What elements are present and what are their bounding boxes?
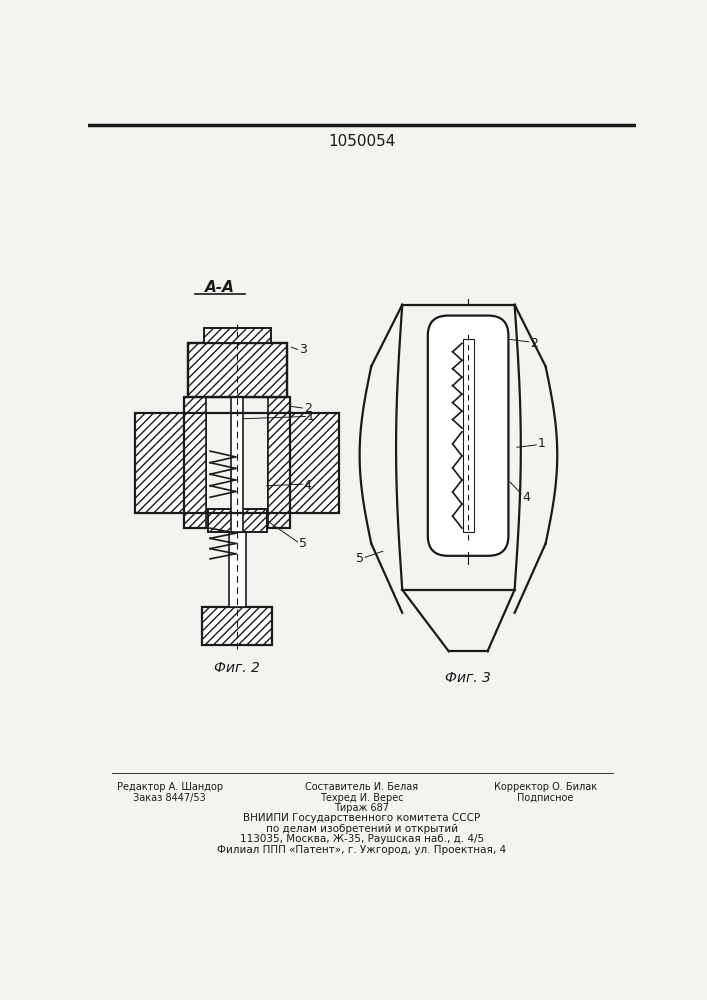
Polygon shape <box>185 397 206 528</box>
Polygon shape <box>135 413 206 513</box>
Text: 3: 3 <box>299 343 307 356</box>
Text: Составитель И. Белая: Составитель И. Белая <box>305 782 419 792</box>
Text: 1: 1 <box>538 437 546 450</box>
Text: Техред И. Верес: Техред И. Верес <box>320 793 404 803</box>
Polygon shape <box>268 413 339 513</box>
Text: Фиг. 3: Фиг. 3 <box>445 671 491 685</box>
Polygon shape <box>208 509 267 532</box>
Polygon shape <box>231 393 243 532</box>
Text: Заказ 8447/53: Заказ 8447/53 <box>134 793 206 803</box>
Polygon shape <box>187 343 287 397</box>
Text: Редактор А. Шандор: Редактор А. Шандор <box>117 782 223 792</box>
Polygon shape <box>268 397 290 528</box>
Text: 1: 1 <box>307 410 315 423</box>
Polygon shape <box>228 528 246 607</box>
Text: Подписное: Подписное <box>518 793 574 803</box>
Text: 2: 2 <box>530 337 538 350</box>
Polygon shape <box>202 607 272 645</box>
Text: 4: 4 <box>522 491 530 504</box>
Text: 5: 5 <box>356 552 363 565</box>
Text: по делам изобретений и открытий: по делам изобретений и открытий <box>266 824 458 834</box>
Text: 2: 2 <box>304 402 312 415</box>
Text: Фиг. 2: Фиг. 2 <box>214 661 260 675</box>
Text: 4: 4 <box>304 479 312 492</box>
Text: Корректор О. Билак: Корректор О. Билак <box>494 782 597 792</box>
Polygon shape <box>204 328 271 343</box>
Polygon shape <box>462 339 474 532</box>
Text: 1050054: 1050054 <box>328 134 396 149</box>
Text: ВНИИПИ Государственного комитета СССР: ВНИИПИ Государственного комитета СССР <box>243 813 481 823</box>
Text: 5: 5 <box>299 537 307 550</box>
Text: А-А: А-А <box>205 280 235 295</box>
Text: Тираж 687: Тираж 687 <box>334 803 390 813</box>
FancyBboxPatch shape <box>428 316 508 556</box>
Text: 113035, Москва, Ж-35, Раушская наб., д. 4/5: 113035, Москва, Ж-35, Раушская наб., д. … <box>240 834 484 844</box>
Text: Филиал ППП «Патент», г. Ужгород, ул. Проектная, 4: Филиал ППП «Патент», г. Ужгород, ул. Про… <box>217 845 506 855</box>
